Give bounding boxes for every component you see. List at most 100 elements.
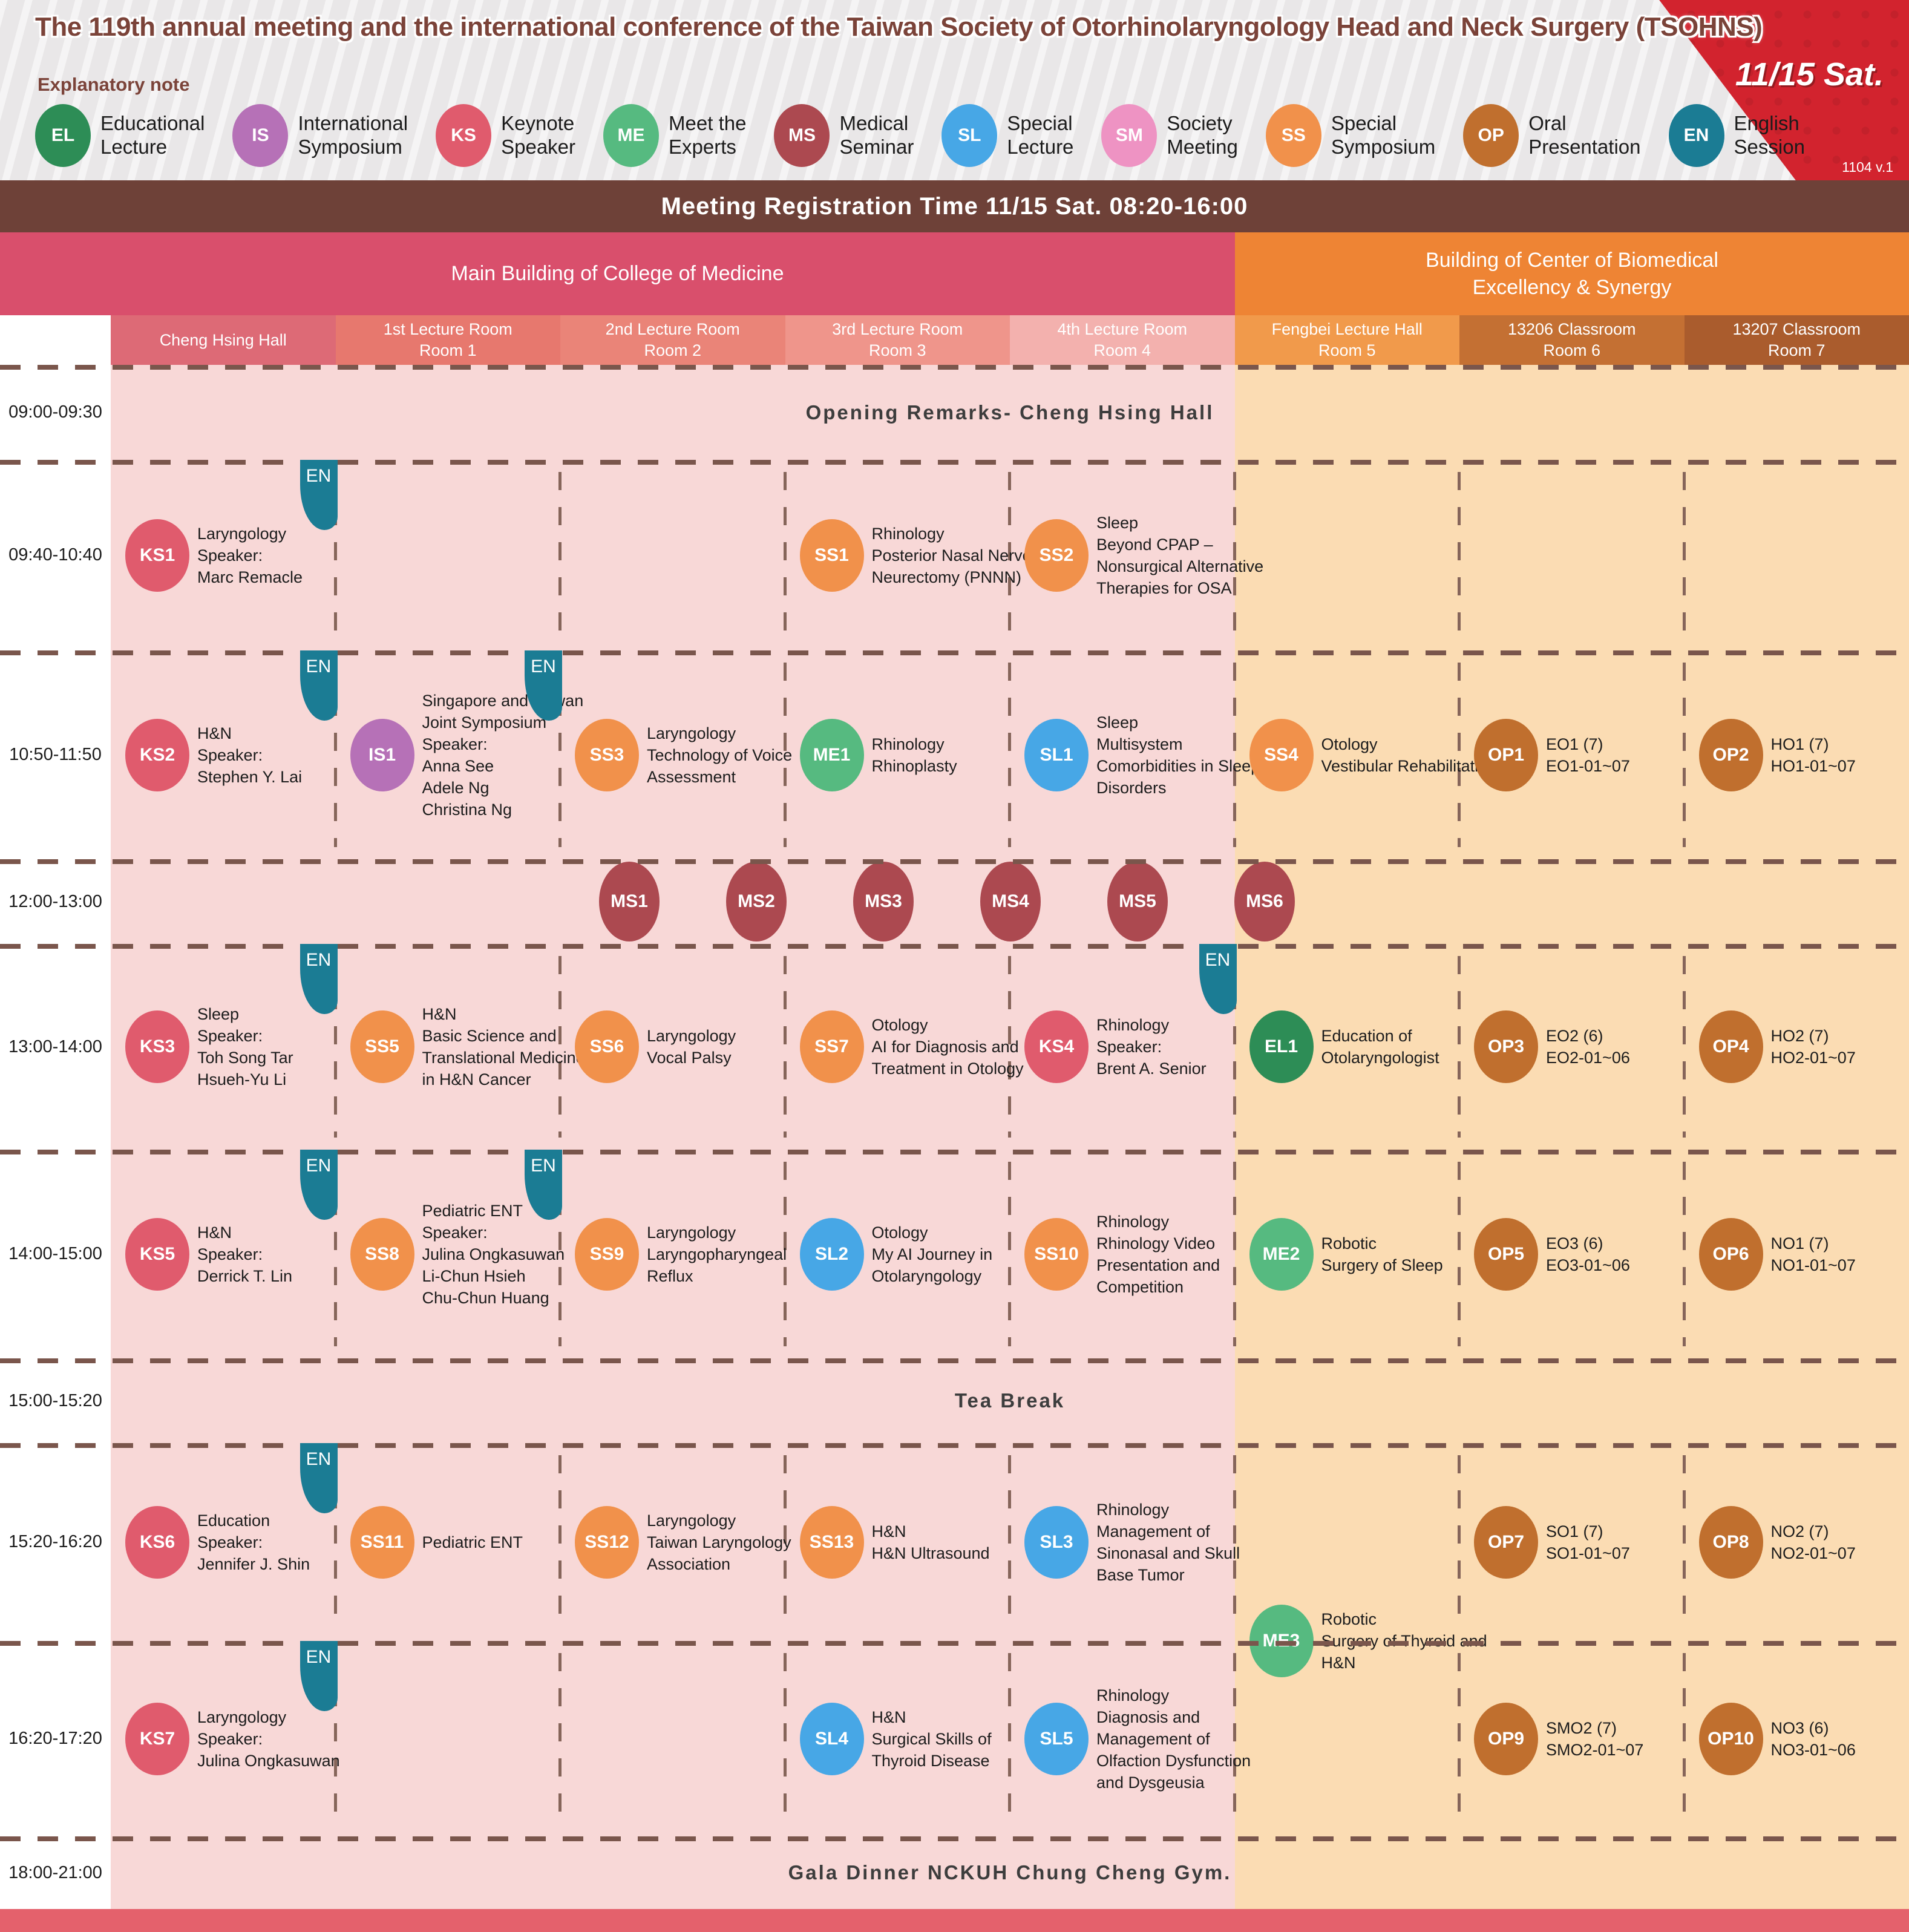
legend-badge-ms: MS (774, 104, 830, 167)
legend-label-line2: Seminar (839, 136, 914, 158)
schedule-row: 09:40-10:40 EN KS1 Laryngology Speaker: Marc … (0, 460, 1909, 650)
session-cell: SS3 Laryngology Technology of Voice Assessm… (558, 650, 792, 859)
session-text-line: Christina Ng (422, 800, 512, 819)
registration-bar: Meeting Registration Time 11/15 Sat. 08:… (0, 180, 1909, 232)
badge-op9: OP9 (1474, 1702, 1538, 1775)
page-title: The 119th annual meeting and the interna… (35, 12, 1763, 42)
session-entry: KS7 Laryngology Speaker: Julina Ongkasuwan (111, 1641, 340, 1836)
session-text-line: Pediatric ENT (422, 1533, 523, 1551)
session-text-line: HO1 (7) (1770, 735, 1829, 753)
session-text-line: NO1 (7) (1770, 1234, 1829, 1253)
session-text-line: NO3 (6) (1770, 1718, 1829, 1737)
session-text-line: Julina Ongkasuwan (197, 1751, 340, 1770)
en-session-badge: EN (1199, 944, 1237, 1014)
session-text-line: Anna See (422, 756, 494, 775)
session-cell (558, 460, 785, 650)
session-entry: SL1 Sleep Multisystem Comorbidities in Slee… (1010, 650, 1260, 859)
session-text-line: Otolaryngologist (1321, 1049, 1439, 1067)
column-header-room-7: 13207 Classroom Room 7 (1684, 315, 1909, 365)
session-text-line: Disorders (1096, 778, 1167, 797)
column-title: 13207 Classroom (1732, 320, 1861, 339)
session-entry: KS5 H&N Speaker: Derrick T. Lin (111, 1150, 336, 1358)
session-text: EO2 (6) EO2-01~06 (1546, 1025, 1630, 1069)
session-entry: OP1 EO1 (7) EO1-01~07 (1459, 650, 1685, 859)
badge-me1: ME1 (799, 718, 864, 791)
time-label: 14:00-15:00 (8, 1244, 102, 1263)
column-subtitle: Room 4 (1093, 341, 1151, 359)
session-text: NO3 (6) NO3-01~06 (1771, 1717, 1856, 1761)
session-text-line: Basic Science and (422, 1027, 557, 1045)
session-text: HO2 (7) HO2-01~07 (1771, 1025, 1856, 1069)
session-entry: SL4 H&N Surgical Skills of Thyroid Disease (785, 1641, 1010, 1836)
session-text-line: H&N (871, 1522, 906, 1541)
badge-ss13: SS13 (799, 1505, 864, 1579)
session-text-line: Beyond CPAP – (1096, 535, 1213, 554)
session-entry: SS11 Pediatric ENT (336, 1443, 561, 1641)
session-text-line: Laryngology (647, 1027, 736, 1045)
session-text-line: Laryngology (647, 1511, 736, 1530)
session-text: NO2 (7) NO2-01~07 (1771, 1521, 1856, 1564)
session-text-line: Rhinoplasty (871, 756, 957, 775)
session-text-line: Otolaryngology (871, 1266, 982, 1285)
explanatory-note-label: Explanatory note (38, 74, 190, 95)
session-text-line: My AI Journey in (871, 1245, 993, 1263)
session-cell: SL4 H&N Surgical Skills of Thyroid Disease (783, 1641, 1010, 1836)
building-biomedical-line1: Building of Center of Biomedical (1426, 249, 1718, 272)
session-text-line: Vestibular Rehabilitation (1321, 756, 1497, 775)
legend-item-ss: SS Special Symposium (1265, 104, 1435, 167)
session-entry: OP6 NO1 (7) NO1-01~07 (1685, 1150, 1909, 1358)
legend-label-line2: Lecture (100, 136, 168, 158)
session-text-line: Management of (1096, 1522, 1210, 1541)
time-label: 18:00-21:00 (8, 1862, 102, 1882)
legend-item-en: EN English Session (1668, 104, 1805, 167)
legend-label-line1: Meet the (669, 112, 747, 135)
column-header-room-5: Fengbei Lecture Hall Room 5 (1234, 315, 1459, 365)
session-text-line: NO1-01~07 (1770, 1256, 1856, 1274)
buildings-row: Main Building of College of Medicine Bui… (0, 232, 1909, 315)
session-text-line: Laryngology (197, 1708, 287, 1726)
session-text: SMO2 (7) SMO2-01~07 (1546, 1717, 1643, 1761)
session-cell: EL1 Education of Otolaryngologist (1233, 944, 1460, 1150)
session-text-line: Speaker: (422, 735, 488, 753)
legend-item-ms: MS Medical Seminar (774, 104, 914, 167)
badge-sl2: SL2 (799, 1217, 864, 1291)
session-entry: OP9 SMO2 (7) SMO2-01~07 (1459, 1641, 1685, 1836)
session-cell: OP1 EO1 (7) EO1-01~07 (1458, 650, 1685, 859)
session-text: Education of Otolaryngologist (1321, 1025, 1439, 1069)
session-text-line: Sleep (197, 1005, 240, 1023)
session-text-line: Presentation and (1096, 1256, 1220, 1274)
session-entry: OP5 EO3 (6) EO3-01~06 (1459, 1150, 1685, 1358)
session-text-line: HO1-01~07 (1770, 756, 1856, 775)
session-text: SO1 (7) SO1-01~07 (1546, 1521, 1630, 1564)
badge-ss5: SS5 (350, 1010, 414, 1083)
session-cell: EN KS2 H&N Speaker: Stephen Y. Lai (111, 650, 338, 859)
session-text-line: Sinonasal and Skull (1096, 1544, 1240, 1562)
session-cell: SS11 Pediatric ENT (333, 1443, 561, 1641)
badge-sl4: SL4 (799, 1702, 864, 1775)
session-text-line: H&N (422, 1005, 457, 1023)
session-entry: OP2 HO1 (7) HO1-01~07 (1685, 650, 1909, 859)
schedule-row: 12:00-13:00 MS1 MS2 MS3 MS4 MS5 MS6 (0, 859, 1909, 944)
legend-label-line1: Special (1331, 112, 1397, 135)
session-entry: KS6 Education Speaker: Jennifer J. Shin (111, 1443, 336, 1641)
session-text-line: Olfaction Dysfunction (1096, 1751, 1251, 1770)
session-text-line: Comorbidities in Sleep (1096, 756, 1260, 775)
session-text: H&N H&N Ultrasound (872, 1521, 990, 1564)
session-text-line: H&N (871, 1708, 906, 1726)
session-text: Laryngology Speaker: Julina Ongkasuwan (197, 1706, 340, 1772)
badge-op3: OP3 (1474, 1010, 1538, 1083)
badge-ss12: SS12 (575, 1505, 639, 1579)
badge-op7: OP7 (1474, 1505, 1538, 1579)
session-text-line: Rhinology (1096, 1016, 1170, 1034)
legend-badge-ks: KS (436, 104, 492, 167)
session-text: Sleep Multisystem Comorbidities in Sleep Di… (1096, 712, 1260, 799)
session-cell (1682, 460, 1909, 650)
legend-item-ks: KS Keynote Speaker (436, 104, 575, 167)
row-banner-text: Opening Remarks- Cheng Hsing Hall (805, 401, 1214, 424)
session-text-line: Rhinology Video (1096, 1234, 1216, 1253)
badge-sl5: SL5 (1024, 1702, 1089, 1775)
session-entry: EL1 Education of Otolaryngologist (1235, 944, 1460, 1150)
time-label: 09:40-10:40 (8, 545, 102, 565)
session-text-line: SMO2-01~07 (1546, 1740, 1644, 1759)
